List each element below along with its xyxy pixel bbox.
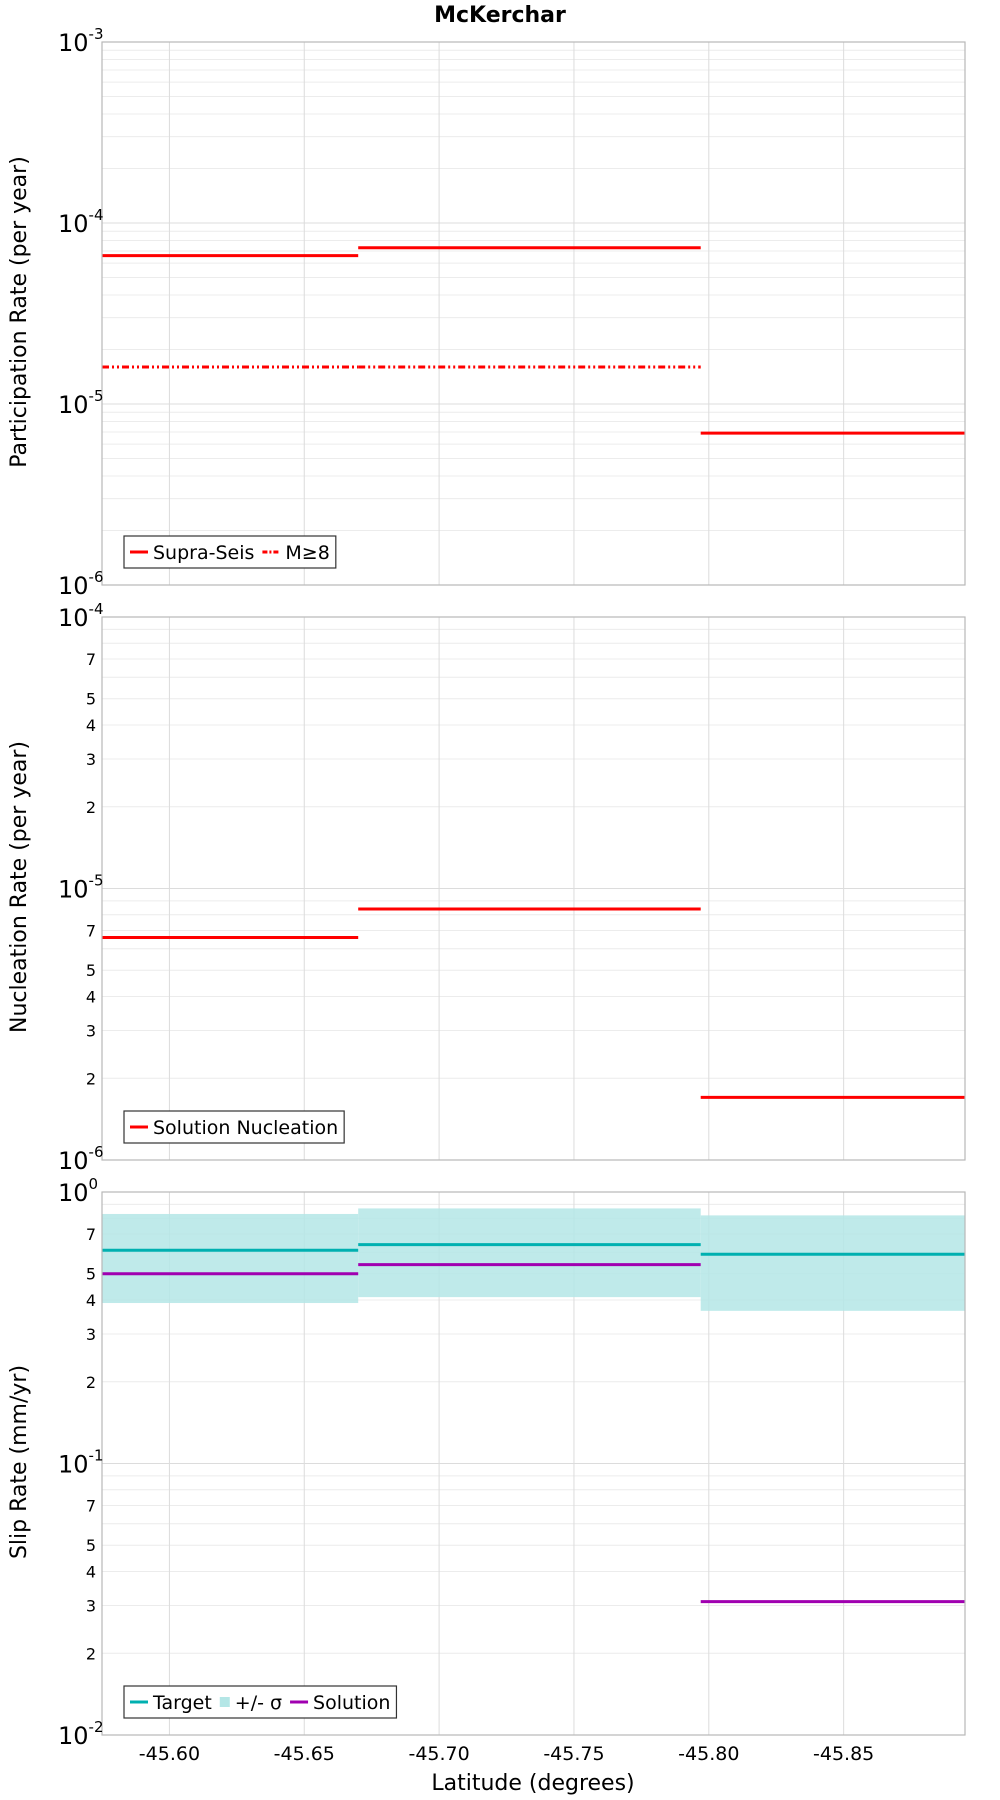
legend-box	[123, 535, 337, 569]
y-tick-exponent: -6	[89, 568, 104, 586]
y-minor-tick-label: 3	[86, 750, 96, 769]
y-minor-tick-label: 5	[86, 1265, 96, 1284]
sigma-band	[700, 1215, 965, 1311]
plot-frame	[101, 616, 966, 1161]
y-tick-label: 10-5	[58, 872, 104, 904]
y-minor-tick-label: 4	[86, 1291, 96, 1310]
y-minor-tick-label: 7	[86, 650, 96, 669]
y-tick-exponent: -5	[89, 872, 104, 890]
legend-label: Target	[152, 1692, 212, 1714]
y-minor-tick-label: 2	[86, 798, 96, 817]
x-tick-label: -45.60	[139, 1743, 200, 1765]
legend-box	[123, 1685, 398, 1719]
legend-box	[123, 1110, 345, 1144]
plot-frame	[101, 41, 966, 586]
y-minor-tick-label: 5	[86, 1536, 96, 1555]
x-tick-label: -45.70	[408, 1743, 469, 1765]
legend: Supra-Seis M≥8	[123, 535, 337, 569]
series-solution	[102, 1263, 965, 1604]
x-tick-labels: -45.60 -45.65 -45.70 -45.75 -45.80 -45.85	[139, 1743, 874, 1765]
chart-title: McKerchar	[434, 3, 566, 28]
y-minor-tick-label: 7	[86, 1225, 96, 1244]
y-tick-label: 10-4	[58, 600, 104, 632]
y-tick-exponent: -6	[89, 1143, 104, 1161]
y-tick-label: 100	[58, 1175, 98, 1207]
sigma-band	[358, 1208, 701, 1298]
y-tick-label: 10-4	[58, 206, 104, 238]
y-tick-exponent: -1	[89, 1447, 104, 1465]
x-tick-label: -45.85	[813, 1743, 874, 1765]
y-tick-label: 10-6	[58, 1143, 104, 1175]
y-minor-tick-label: 4	[86, 1563, 96, 1582]
grid	[102, 41, 965, 586]
legend-label: Solution Nucleation	[153, 1117, 338, 1139]
series-target	[102, 1243, 965, 1256]
legend-label: +/- σ	[235, 1692, 282, 1714]
series-supra-seis	[102, 246, 965, 435]
panel-2: 10-6 10-5 10-4 2 3 4 5 7 2 3 4 5 7 Nucleation Rate (p…	[7, 600, 966, 1175]
y-tick-exponent: -5	[89, 387, 104, 405]
y-minor-tick-label: 2	[86, 1373, 96, 1392]
y-axis-label: Participation Rate (per year)	[7, 156, 32, 468]
y-minor-tick-label: 4	[86, 988, 96, 1007]
y-tick-exponent: -2	[89, 1718, 104, 1736]
y-axis-label: Nucleation Rate (per year)	[7, 741, 32, 1033]
legend-label: Supra-Seis	[153, 542, 254, 564]
plot-frame	[101, 1191, 966, 1736]
y-minor-tick-label: 5	[86, 961, 96, 980]
series-solution-nucleation	[102, 907, 965, 1099]
y-minor-tick-label: 3	[86, 1596, 96, 1615]
y-tick-exponent: -4	[89, 600, 104, 618]
y-tick-exponent: -4	[89, 206, 104, 224]
panel-3: 10-2 10-1 100 2 3 4 5 7 2 3 4 5 7 Slip Rate (mm/yr) Ta…	[7, 1175, 966, 1750]
y-tick-label: 10-1	[58, 1447, 104, 1479]
x-tick-label: -45.65	[274, 1743, 335, 1765]
sigma-band	[102, 1213, 359, 1304]
y-minor-tick-label: 5	[86, 690, 96, 709]
y-tick-label: 10-3	[58, 25, 104, 57]
y-tick-label: 10-2	[58, 1718, 104, 1750]
x-tick-label: -45.80	[678, 1743, 739, 1765]
x-tick-label: -45.75	[543, 1743, 604, 1765]
y-minor-tick-label: 3	[86, 1325, 96, 1344]
legend-symbol	[219, 1697, 230, 1707]
y-minor-tick-label: 2	[86, 1644, 96, 1663]
y-minor-tick-label: 7	[86, 922, 96, 941]
y-minor-tick-label: 3	[86, 1021, 96, 1040]
y-axis-label: Slip Rate (mm/yr)	[7, 1365, 32, 1559]
y-minor-tick-label: 7	[86, 1497, 96, 1516]
x-axis-label: Latitude (degrees)	[431, 1771, 634, 1796]
y-tick-label: 10-5	[58, 387, 104, 419]
grid	[102, 616, 965, 1161]
panel-1: 10-6 10-5 10-4 10-3 Participation Rate (per …	[7, 25, 966, 600]
legend-label: Solution	[313, 1692, 390, 1714]
legend: Solution Nucleation	[123, 1110, 345, 1144]
y-minor-tick-label: 4	[86, 716, 96, 735]
y-tick-label: 10-6	[58, 568, 104, 600]
y-tick-exponent: 0	[89, 1175, 99, 1193]
legend: Target +/- σ Solution	[123, 1685, 398, 1719]
y-tick-exponent: -3	[89, 25, 104, 43]
legend-label: M≥8	[285, 542, 329, 564]
plot-panels: 10-6 10-5 10-4 10-3 Participation Rate (per …	[7, 25, 966, 1765]
y-minor-tick-label: 2	[86, 1069, 96, 1088]
